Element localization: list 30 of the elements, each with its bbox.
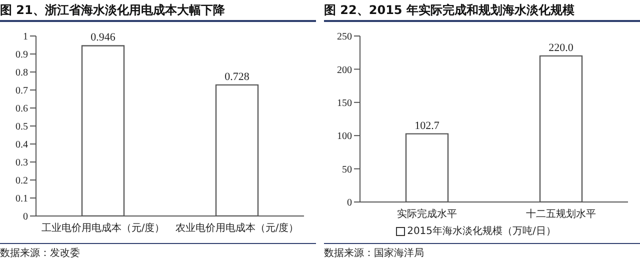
y-tick-label: 0.3	[16, 158, 28, 169]
y-tick-label: 0.5	[16, 122, 28, 133]
y-tick-label: 0.2	[16, 176, 28, 187]
x-tick-label: 十二五规划水平	[526, 208, 596, 220]
y-tick-label: 0.6	[16, 104, 28, 115]
data-label: 102.7	[414, 120, 440, 132]
y-tick-label: 250	[337, 32, 352, 43]
x-tick-label: 农业电价用电成本（元/度）	[175, 222, 299, 234]
data-label: 0.728	[224, 70, 250, 83]
source-note: 数据来源：发改委	[0, 248, 80, 259]
y-tick-label: 0.8	[16, 68, 28, 79]
source-note: 数据来源：国家海洋局	[324, 248, 424, 259]
x-tick-label: 工业电价用电成本（元/度）	[41, 222, 165, 234]
y-tick-label: 200	[337, 64, 352, 76]
y-tick-label: 0	[23, 212, 28, 223]
data-label: 220.0	[548, 42, 574, 54]
text: 2015年海水淡化规模（万吨/日）	[406, 224, 556, 238]
y-tick-label: 0.9	[16, 50, 28, 61]
x-tick-label: 实际完成水平	[397, 208, 457, 220]
y-tick-label: 0.4	[16, 140, 28, 151]
chart-title: 图 22、2015 年实际完成和规划海水淡化规模	[324, 0, 640, 22]
y-tick-label: 1	[23, 32, 28, 43]
y-tick-label: 150	[337, 98, 352, 109]
y-tick-label: 50	[342, 164, 352, 176]
chart-title: 图 21、浙江省海水淡化用电成本大幅下降	[0, 0, 316, 22]
y-tick-label: 0.7	[16, 86, 28, 97]
y-tick-label: 0.1	[16, 194, 28, 205]
y-tick-label: 0	[347, 198, 352, 209]
y-tick-label: 100	[337, 131, 352, 142]
data-label: 0.946	[90, 32, 116, 44]
